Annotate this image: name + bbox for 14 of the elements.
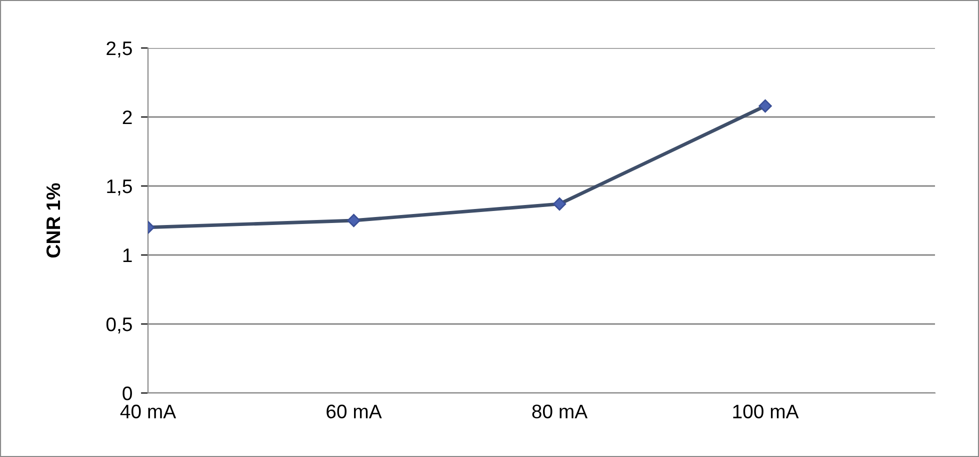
y-tick-label: 0,5 bbox=[106, 317, 132, 334]
x-tick-label: 100 mA bbox=[733, 404, 799, 418]
y-tick-label: 2 bbox=[122, 110, 132, 124]
y-axis-title: CNR 1% bbox=[46, 183, 60, 258]
x-tick-label: 60 mA bbox=[326, 404, 382, 418]
y-tick-label: 0 bbox=[122, 386, 132, 400]
y-tick-label: 1 bbox=[123, 248, 132, 262]
x-tick-label: 80 mA bbox=[532, 404, 588, 418]
point bbox=[552, 197, 566, 211]
y-tick-label: 2,5 bbox=[106, 41, 132, 58]
x-tick-label: 40 mA bbox=[120, 404, 176, 418]
y-tick-label: 1,5 bbox=[107, 180, 132, 196]
point bbox=[758, 99, 772, 113]
point bbox=[347, 214, 360, 228]
